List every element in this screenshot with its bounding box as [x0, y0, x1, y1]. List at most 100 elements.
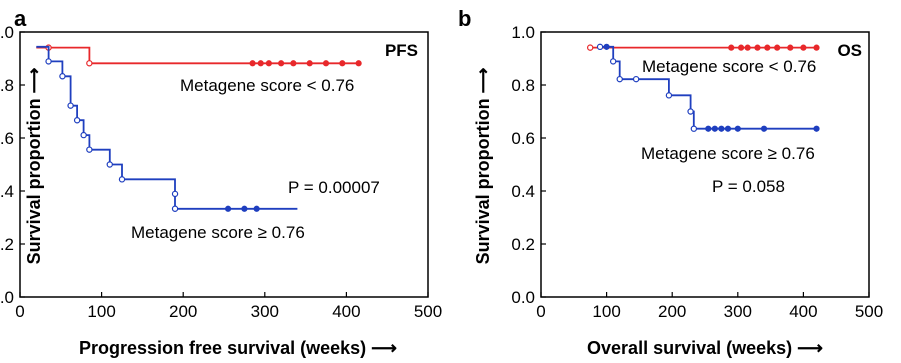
x-axis-label: Overall survival (weeks) ⟶: [587, 338, 823, 358]
censored-point: [278, 60, 285, 67]
legend-low-score: Metagene score < 0.76: [180, 76, 354, 95]
censored-point: [774, 44, 781, 51]
event-point: [106, 161, 113, 168]
panel-b: b 0 100 200 300 400 500 0.0 0.2 0.4 0.6 0.8 1.0 OS…: [458, 6, 883, 358]
censored-point: [241, 205, 248, 212]
censored-point: [253, 205, 260, 212]
event-point: [171, 190, 179, 198]
y-tick-label: 0.8: [0, 76, 14, 95]
survival-curves: [36, 44, 362, 212]
x-tick-label: 300: [251, 302, 279, 321]
event-point: [67, 102, 74, 109]
y-axis-label: Survival proportion ⟶: [24, 67, 44, 264]
x-tick-label: 300: [724, 302, 752, 321]
survival-curve-high-score: [36, 45, 298, 210]
event-point: [665, 92, 673, 99]
event-point: [609, 58, 617, 65]
censored-point: [787, 44, 794, 51]
y-axis-label-text: Survival proportion: [24, 98, 44, 264]
event-point: [45, 58, 52, 65]
y-tick-label: 0.0: [0, 288, 14, 307]
event-point: [86, 146, 93, 153]
censored-point: [813, 44, 820, 51]
event-point: [687, 108, 694, 115]
censored-point: [800, 44, 807, 51]
tick-marks: [19, 31, 429, 298]
censored-point: [257, 60, 264, 67]
event-point: [171, 205, 179, 212]
event-point: [632, 75, 640, 83]
censored-point: [290, 60, 297, 67]
x-tick-label: 400: [789, 302, 817, 321]
p-value: P = 0.058: [712, 177, 785, 196]
y-tick-label: 0.2: [0, 235, 14, 254]
censored-point: [754, 44, 761, 51]
survival-curve-low-score: [36, 46, 359, 65]
x-tick-label: 500: [414, 302, 442, 321]
event-point: [118, 176, 126, 183]
x-axis-label-text: Overall survival (weeks): [587, 338, 792, 358]
censored-point: [813, 125, 820, 132]
legend-low-score: Metagene score < 0.76: [642, 57, 816, 76]
censored-point: [306, 60, 313, 67]
event-point: [616, 75, 623, 83]
x-tick-labels: 0 100 200 300 400 500: [15, 302, 442, 321]
panel-letter: b: [458, 6, 471, 31]
censored-point: [737, 44, 745, 51]
censored-point: [744, 44, 751, 51]
y-tick-label: 0.0: [511, 288, 535, 307]
y-tick-label: 1.0: [0, 23, 14, 42]
tick-marks: [540, 31, 870, 298]
censored-point: [718, 125, 725, 132]
x-tick-label: 100: [87, 302, 115, 321]
censored-point: [728, 44, 735, 51]
y-tick-label: 0.6: [511, 129, 535, 148]
event-point: [80, 131, 87, 139]
event-point: [690, 125, 698, 132]
x-tick-label: 0: [536, 302, 545, 321]
event-point: [73, 117, 81, 124]
censored-point: [339, 60, 346, 67]
plot-frame: [19, 31, 429, 298]
event-point: [59, 73, 66, 80]
y-axis-label-text: Survival proportion: [473, 98, 493, 264]
censored-point: [764, 44, 771, 51]
x-tick-label: 400: [332, 302, 360, 321]
survival-curves: [587, 43, 820, 132]
y-tick-labels: 0.0 0.2 0.4 0.6 0.8 1.0: [511, 23, 535, 307]
x-tick-label: 200: [169, 302, 197, 321]
x-tick-label: 100: [592, 302, 620, 321]
x-tick-label: 500: [855, 302, 883, 321]
plot-frame: [540, 31, 870, 298]
censored-point: [322, 60, 330, 67]
y-tick-label: 0.8: [511, 76, 535, 95]
censored-point: [249, 60, 256, 67]
y-tick-label: 0.2: [511, 235, 535, 254]
x-axis-label-text: Progression free survival (weeks): [79, 338, 366, 358]
y-tick-label: 1.0: [511, 23, 535, 42]
x-tick-label: 200: [658, 302, 686, 321]
censored-point: [724, 125, 732, 132]
p-value: P = 0.00007: [288, 178, 380, 197]
y-tick-label: 0.6: [0, 129, 14, 148]
censored-point: [760, 125, 768, 132]
censored-point: [355, 60, 362, 67]
y-axis-label: Survival proportion ⟶: [473, 67, 493, 264]
event-point: [596, 43, 604, 51]
censored-point: [224, 205, 232, 212]
censored-point: [603, 43, 610, 50]
panel-letter: a: [14, 6, 27, 31]
panel-tag: PFS: [385, 41, 418, 60]
censored-point: [705, 125, 712, 132]
x-tick-label: 0: [15, 302, 24, 321]
censored-point: [265, 60, 272, 67]
censored-point: [711, 125, 718, 132]
event-point: [86, 60, 93, 67]
legend-high-score: Metagene score ≥ 0.76: [641, 144, 815, 163]
panel-a: a 0 100 200 300 400 500 0.0 0.2 0.4 0.6 0.8 1.0 PF…: [0, 6, 442, 358]
y-tick-labels: 0.0 0.2 0.4 0.6 0.8 1.0: [0, 23, 14, 307]
panel-tag: OS: [837, 41, 862, 60]
x-axis-label: Progression free survival (weeks) ⟶: [79, 338, 397, 358]
legend-high-score: Metagene score ≥ 0.76: [131, 223, 305, 242]
